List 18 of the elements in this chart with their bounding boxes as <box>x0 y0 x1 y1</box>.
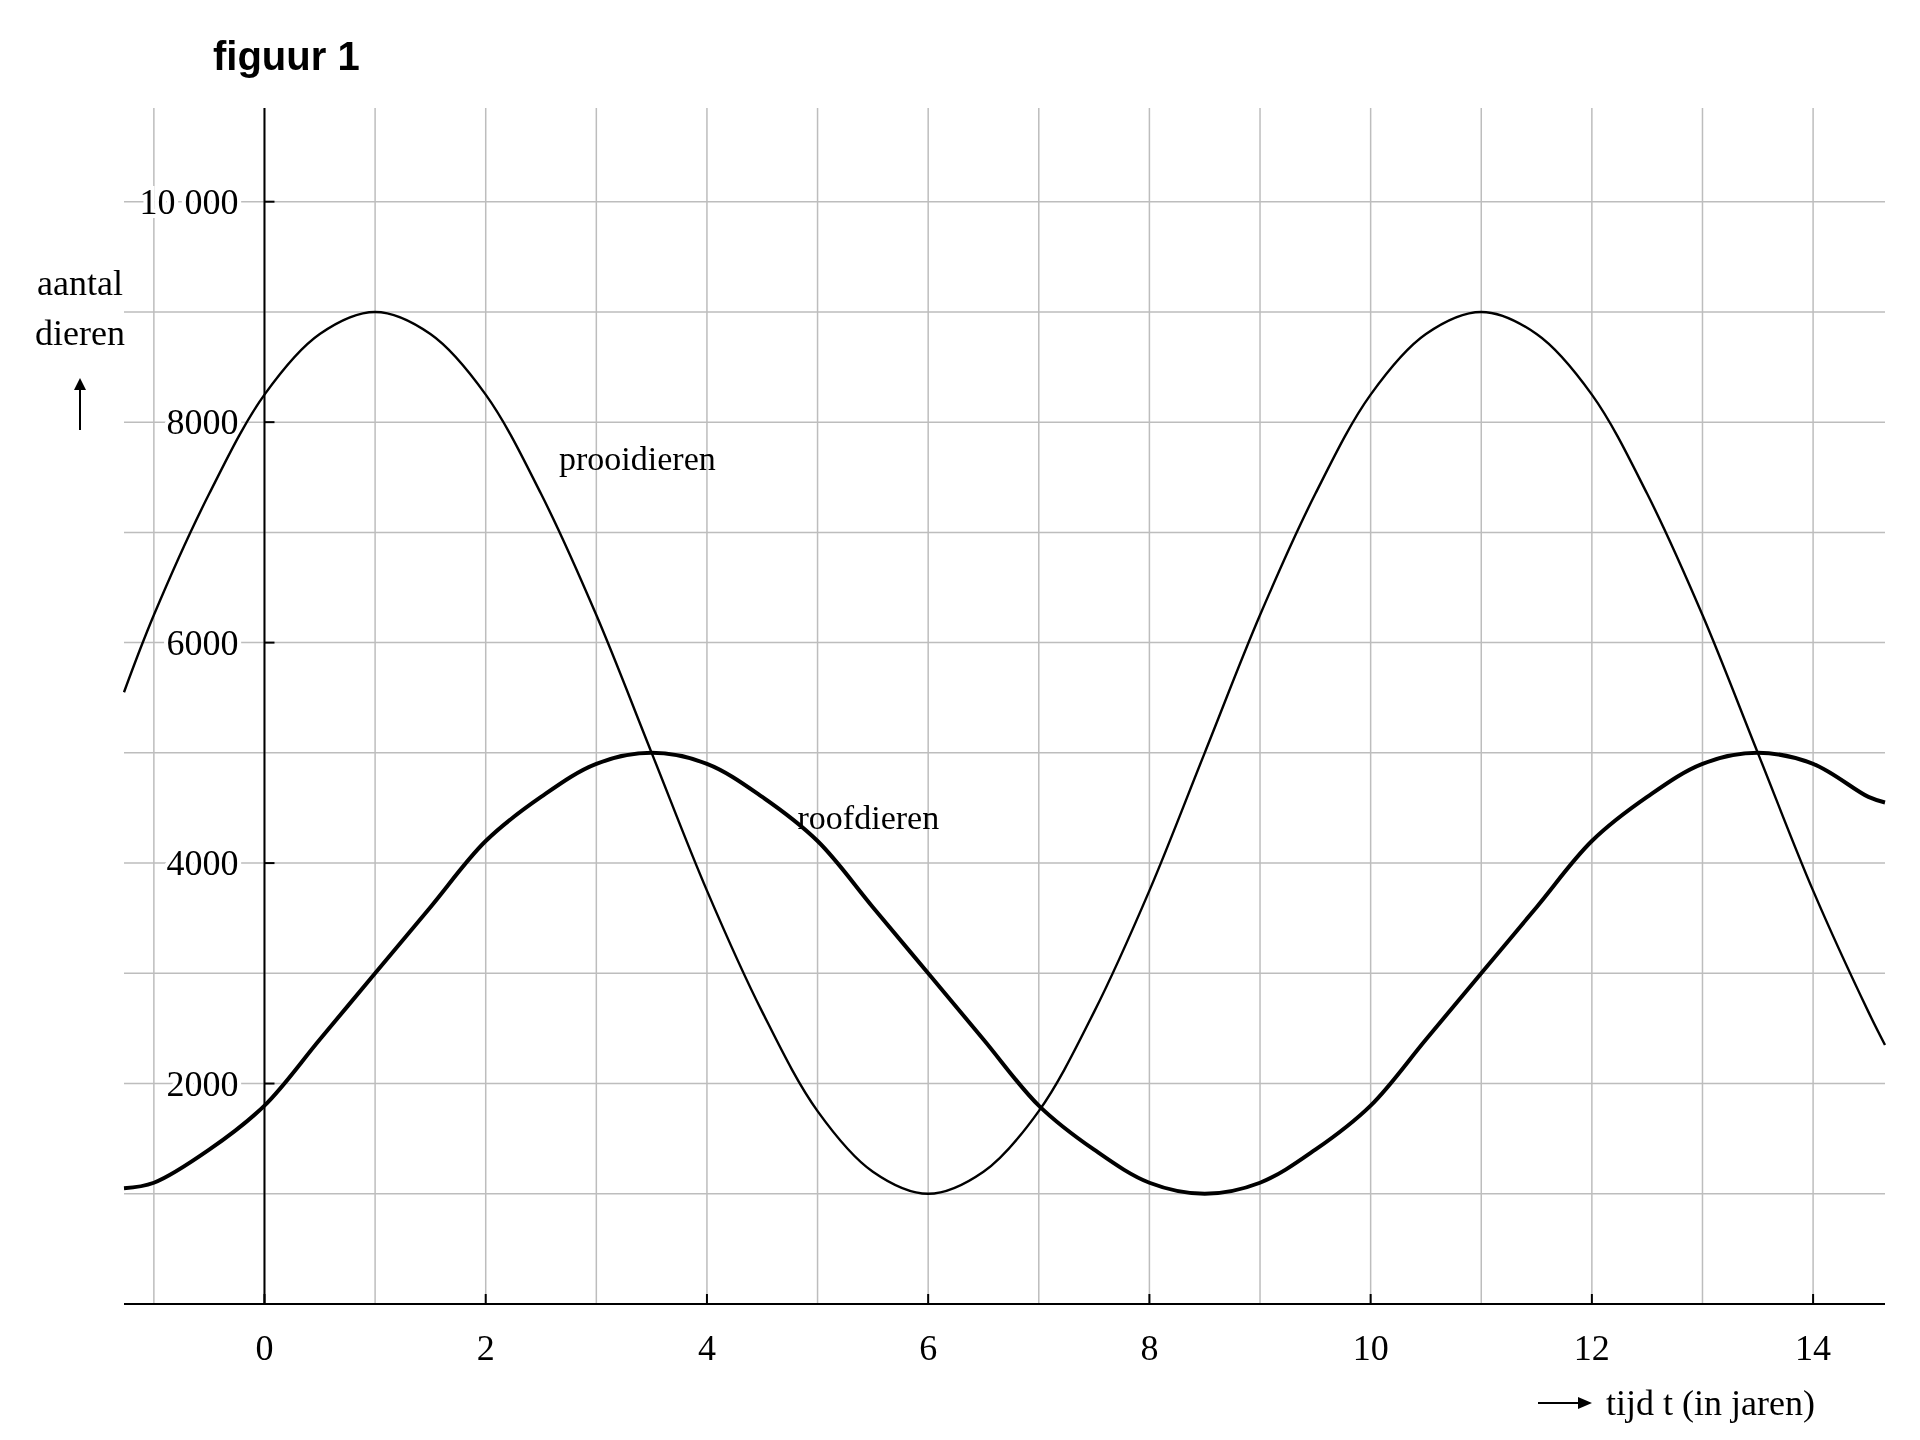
x-tick-label: 6 <box>919 1328 938 1368</box>
chart-title: figuur 1 <box>213 34 360 78</box>
x-tick-label: 10 <box>1352 1328 1389 1368</box>
series-label: roofdieren <box>797 799 940 837</box>
y-tick-label: 8000 <box>166 402 239 443</box>
y-tick-label: 10 000 <box>139 181 239 222</box>
x-tick-label: 12 <box>1573 1328 1610 1368</box>
y-tick-label: 2000 <box>166 1063 239 1104</box>
x-tick-label: 14 <box>1795 1328 1832 1368</box>
series-label: prooidieren <box>559 439 716 477</box>
x-tick-label: 4 <box>697 1328 716 1368</box>
x-tick-label: 0 <box>255 1328 274 1368</box>
x-tick-label: 8 <box>1140 1328 1159 1368</box>
y-axis-title: aantal dieren <box>35 263 125 353</box>
x-axis-title: tijd t (in jaren) <box>1606 1383 1815 1423</box>
y-tick-label: 6000 <box>166 622 239 663</box>
x-tick-label: 2 <box>476 1328 495 1368</box>
y-tick-label: 4000 <box>166 843 239 884</box>
